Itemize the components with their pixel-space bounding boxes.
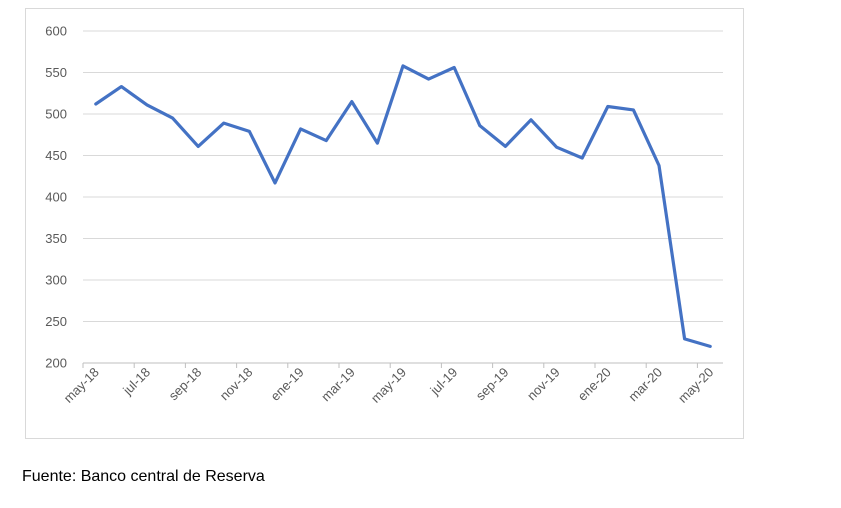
y-tick-label: 600 [45, 24, 67, 39]
x-tick-label: sep-19 [473, 365, 512, 404]
x-tick-label: nov-18 [217, 365, 256, 404]
x-tick-label: mar-19 [318, 365, 358, 405]
y-tick-label: 550 [45, 65, 67, 80]
x-tick-label: ene-19 [267, 365, 306, 404]
y-tick-label: 400 [45, 190, 67, 205]
x-tick-label: ene-20 [575, 365, 614, 404]
source-note: Fuente: Banco central de Reserva [22, 468, 265, 485]
x-tick-label: may-18 [61, 365, 102, 406]
x-tick-label: sep-18 [166, 365, 205, 404]
line-chart: 200 250 300 350 400 450 500 550 600 may-18 jul-18 s… [45, 24, 723, 406]
x-tick-label: nov-19 [524, 365, 563, 404]
x-tick-label: may-20 [675, 365, 716, 406]
x-tick-label: jul-18 [119, 365, 153, 399]
x-tick-label: mar-20 [625, 365, 665, 405]
x-tick-label: may-19 [368, 365, 409, 406]
y-tick-label: 500 [45, 107, 67, 122]
series-line [94, 64, 712, 348]
y-tick-label: 250 [45, 314, 67, 329]
y-tick-label: 200 [45, 356, 67, 371]
y-tick-label: 300 [45, 273, 67, 288]
chart-frame: 200 250 300 350 400 450 500 550 600 may-18 jul-18 s… [25, 8, 744, 439]
y-tick-label: 450 [45, 148, 67, 163]
x-tick-label: jul-19 [427, 365, 461, 399]
y-tick-label: 350 [45, 231, 67, 246]
